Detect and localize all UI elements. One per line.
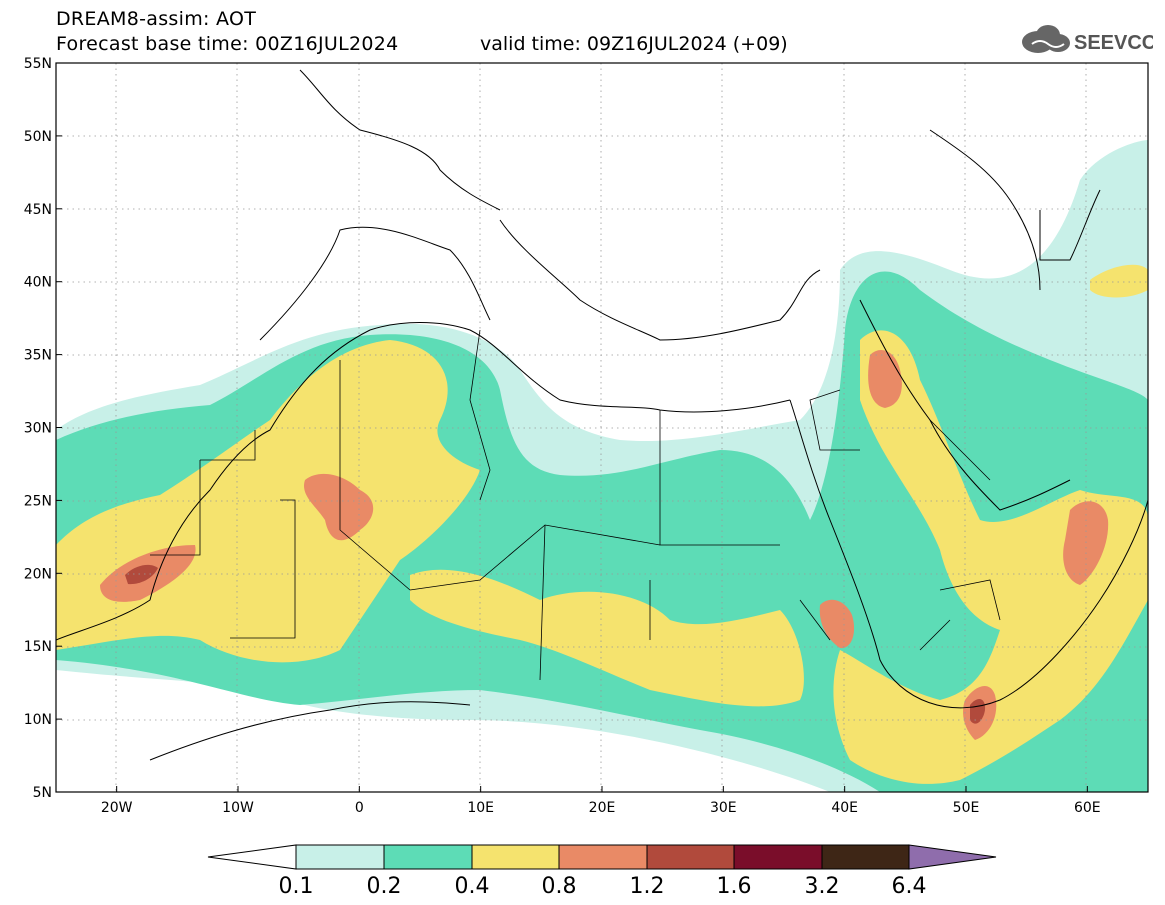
aot-band-0.4-arabia <box>833 330 1148 784</box>
colorbar: 0.1 0.2 0.4 0.8 1.2 1.6 3.2 6.4 <box>207 844 997 899</box>
lon-tick-label: 50E <box>953 800 980 816</box>
lat-tick-label: 10N <box>24 712 52 728</box>
lat-tick-label: 15N <box>24 639 52 655</box>
lon-tick-label: 40E <box>831 800 858 816</box>
colorbar-label: 0.8 <box>542 874 577 899</box>
lat-tick-label: 50N <box>24 129 52 145</box>
lat-tick-label: 5N <box>33 785 52 801</box>
lat-tick-label: 40N <box>24 275 52 291</box>
graticule <box>56 63 1148 792</box>
colorbar-segment-5 <box>646 844 735 870</box>
colorbar-label: 3.2 <box>805 874 840 899</box>
aot-band-1.2 <box>125 564 158 585</box>
colorbar-high-arrow <box>908 844 997 870</box>
colorbar-label: 6.4 <box>892 874 927 899</box>
aot-band-1.2-b <box>970 698 986 724</box>
aot-fields <box>56 140 1148 792</box>
colorbar-label: 1.6 <box>717 874 752 899</box>
map-title: DREAM8-assim: AOT <box>56 8 257 30</box>
colorbar-segment-3 <box>471 844 560 870</box>
colorbar-segment-4 <box>558 844 648 870</box>
coastlines <box>56 69 1148 761</box>
aot-band-0.4-sahel <box>410 569 804 707</box>
lon-tick-label: 0 <box>355 800 364 816</box>
forecast-base-time: Forecast base time: 00Z16JUL2024 <box>56 33 399 55</box>
country-borders <box>150 329 1001 681</box>
lon-tick-label: 10W <box>222 800 254 816</box>
cloud-icon <box>1022 25 1070 53</box>
aot-band-0.4-caspian <box>1090 264 1148 298</box>
latitude-tick-labels: 55N 50N 45N 40N 35N 30N 25N 20N 15N 10N 5N <box>24 56 62 801</box>
aot-band-0.8-b <box>304 473 374 541</box>
lat-tick-label: 30N <box>24 421 52 437</box>
colorbar-segment-6 <box>733 844 823 870</box>
colorbar-label: 0.1 <box>279 874 314 899</box>
seevccc-logo: SEEVCCC <box>1022 25 1153 54</box>
colorbar-label: 0.4 <box>455 874 490 899</box>
longitude-tick-labels: 20W 10W 0 10E 20E 30E 40E 50E 60E <box>101 786 1101 816</box>
colorbar-low-arrow <box>207 844 297 870</box>
lon-tick-label: 60E <box>1074 800 1101 816</box>
lon-tick-label: 20E <box>589 800 616 816</box>
lat-tick-label: 45N <box>24 202 52 218</box>
lon-tick-label: 20W <box>101 800 133 816</box>
colorbar-labels: 0.1 0.2 0.4 0.8 1.2 1.6 3.2 6.4 <box>279 874 927 899</box>
logo-text: SEEVCCC <box>1074 32 1153 54</box>
lat-tick-label: 55N <box>24 56 52 72</box>
lat-tick-label: 35N <box>24 348 52 364</box>
lat-tick-label: 25N <box>24 493 52 509</box>
lon-tick-label: 30E <box>710 800 737 816</box>
lon-tick-label: 10E <box>467 800 494 816</box>
colorbar-segment-1 <box>295 844 385 870</box>
aot-band-0.8-f <box>819 599 855 649</box>
colorbar-segment-2 <box>383 844 473 870</box>
aot-band-0.8-d <box>1063 501 1109 585</box>
colorbar-label: 0.2 <box>367 874 402 899</box>
lat-tick-label: 20N <box>24 566 52 582</box>
valid-time: valid time: 09Z16JUL2024 (+09) <box>480 33 788 55</box>
colorbar-segment-7 <box>821 844 910 870</box>
colorbar-label: 1.2 <box>630 874 665 899</box>
